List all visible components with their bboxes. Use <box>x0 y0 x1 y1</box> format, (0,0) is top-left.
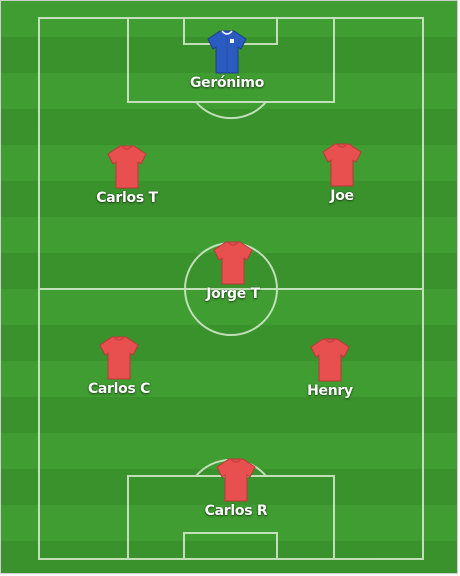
player-carlos-c[interactable]: Carlos C <box>74 336 164 397</box>
player-name: Carlos T <box>96 190 158 206</box>
red-jersey-icon <box>322 143 362 187</box>
top-penalty-arc <box>195 101 267 120</box>
player-carlos-r[interactable]: Carlos R <box>191 458 281 519</box>
blue-jersey-icon <box>207 30 247 74</box>
bottom-goal-area <box>183 532 278 560</box>
player-henry[interactable]: Henry <box>285 338 375 399</box>
player-name: Carlos C <box>87 381 151 397</box>
player-name: Carlos R <box>204 503 268 519</box>
player-name: Jorge T <box>206 286 260 302</box>
red-jersey-icon <box>310 338 350 382</box>
player-jorge-t[interactable]: Jorge T <box>188 241 278 302</box>
player-joe[interactable]: Joe <box>297 143 387 204</box>
player-name: Gerónimo <box>189 75 265 91</box>
player-name: Henry <box>307 383 353 399</box>
red-jersey-icon <box>213 241 253 285</box>
player-name: Joe <box>330 188 354 204</box>
red-jersey-icon <box>99 336 139 380</box>
red-jersey-icon <box>216 458 256 502</box>
red-jersey-icon <box>107 145 147 189</box>
player-carlos-t[interactable]: Carlos T <box>82 145 172 206</box>
player-geronimo[interactable]: Gerónimo <box>182 30 272 91</box>
